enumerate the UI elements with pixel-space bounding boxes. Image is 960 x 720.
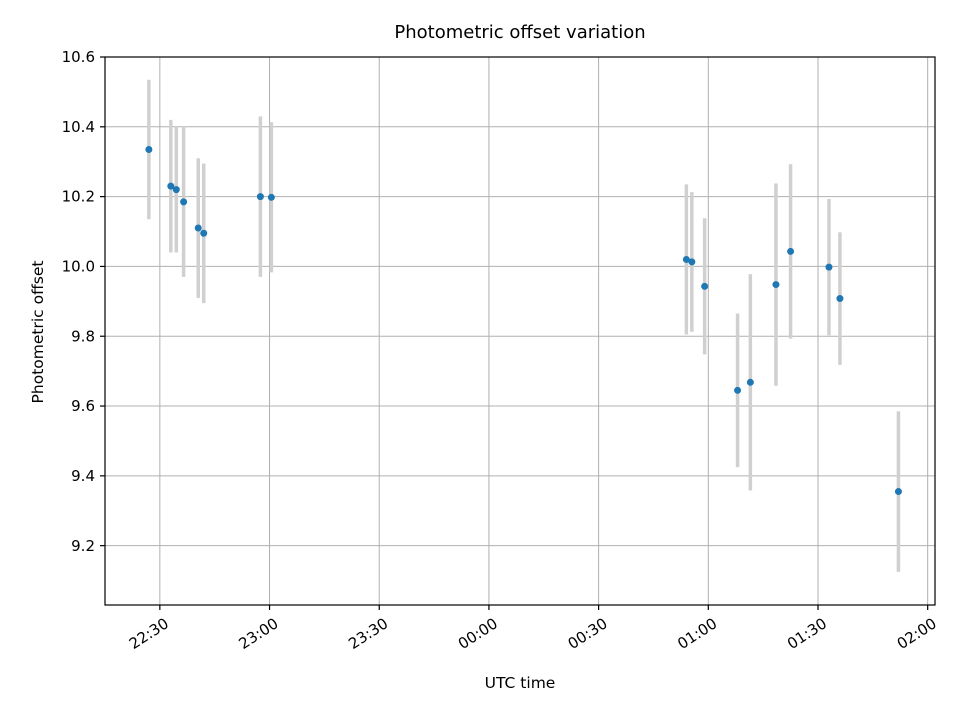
x-tick-label: 01:30 bbox=[784, 614, 830, 653]
data-point bbox=[772, 281, 780, 289]
data-point bbox=[194, 224, 202, 232]
y-tick-label: 9.8 bbox=[71, 327, 95, 345]
x-tick-label: 23:30 bbox=[345, 614, 391, 653]
data-point bbox=[172, 186, 180, 194]
data-point bbox=[200, 229, 208, 237]
data-point bbox=[256, 193, 264, 201]
x-tick-label: 02:00 bbox=[894, 614, 940, 653]
y-tick-label: 10.4 bbox=[62, 118, 95, 136]
y-tick-label: 10.2 bbox=[62, 188, 95, 206]
x-tick-label: 01:00 bbox=[674, 614, 720, 653]
data-point bbox=[894, 488, 902, 496]
x-axis-label: UTC time bbox=[484, 674, 556, 692]
data-point bbox=[167, 182, 175, 190]
y-tick-label: 9.2 bbox=[71, 537, 95, 555]
y-tick-label: 10.6 bbox=[62, 48, 95, 66]
data-point bbox=[787, 247, 795, 255]
data-point bbox=[701, 282, 709, 290]
y-tick-label: 9.4 bbox=[71, 467, 95, 485]
x-tick-label: 23:00 bbox=[236, 614, 282, 653]
axes-frame bbox=[104, 56, 936, 606]
data-point bbox=[746, 378, 754, 386]
x-tick-label: 00:00 bbox=[455, 614, 501, 653]
data-point bbox=[145, 145, 153, 153]
y-tick-label: 9.6 bbox=[71, 397, 95, 415]
y-tick-label: 10.0 bbox=[62, 258, 95, 276]
data-point bbox=[734, 386, 742, 394]
chart-title: Photometric offset variation bbox=[394, 22, 646, 43]
data-point bbox=[267, 193, 275, 201]
data-point bbox=[682, 255, 690, 263]
data-point bbox=[180, 198, 188, 206]
data-point bbox=[825, 263, 833, 271]
data-point bbox=[688, 258, 696, 266]
x-tick-label: 00:30 bbox=[565, 614, 611, 653]
data-point bbox=[836, 295, 844, 303]
x-tick-label: 22:30 bbox=[126, 614, 172, 653]
